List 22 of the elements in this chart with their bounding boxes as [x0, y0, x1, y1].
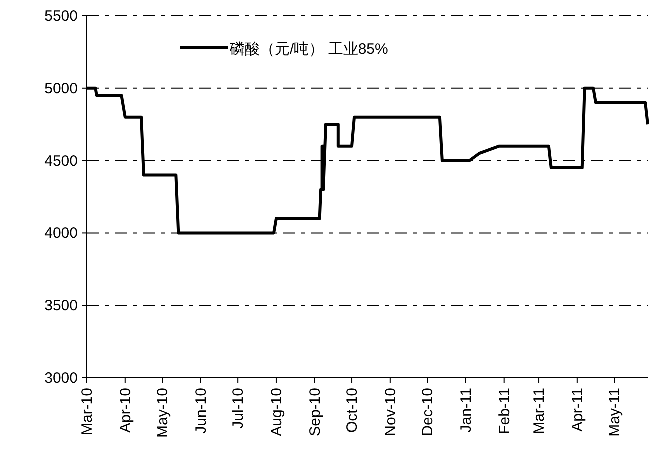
- x-tick-label: May-11: [606, 388, 624, 437]
- x-tick-label: Mar-10: [79, 388, 96, 436]
- y-tick-label: 3500: [44, 298, 78, 315]
- x-tick-label: Aug-10: [268, 388, 286, 436]
- x-tick-label: Oct-10: [344, 388, 362, 434]
- x-tick-label: Jun-10: [192, 388, 210, 434]
- x-tick-label: Apr-10: [117, 388, 134, 434]
- y-tick-label: 4500: [44, 152, 78, 170]
- x-tick-label: May-10: [154, 388, 172, 438]
- x-tick-label: Jul-10: [230, 388, 248, 429]
- x-tick-label: Mar-11: [531, 388, 548, 434]
- x-tick-label: Dec-10: [420, 388, 437, 436]
- y-tick-label: 4000: [44, 225, 78, 242]
- y-tick-label: 5500: [44, 8, 78, 25]
- x-tick-label: Apr-11: [569, 388, 586, 432]
- y-tick-label: 3000: [44, 370, 78, 387]
- x-tick-label: Feb-11: [496, 388, 514, 434]
- x-tick-label: Sep-10: [306, 388, 324, 436]
- x-tick-label: Jan-11: [458, 388, 475, 433]
- legend-label: 磷酸（元/吨） 工业85%: [229, 41, 388, 58]
- x-tick-label: Nov-10: [382, 388, 400, 436]
- y-tick-label: 5000: [44, 80, 78, 98]
